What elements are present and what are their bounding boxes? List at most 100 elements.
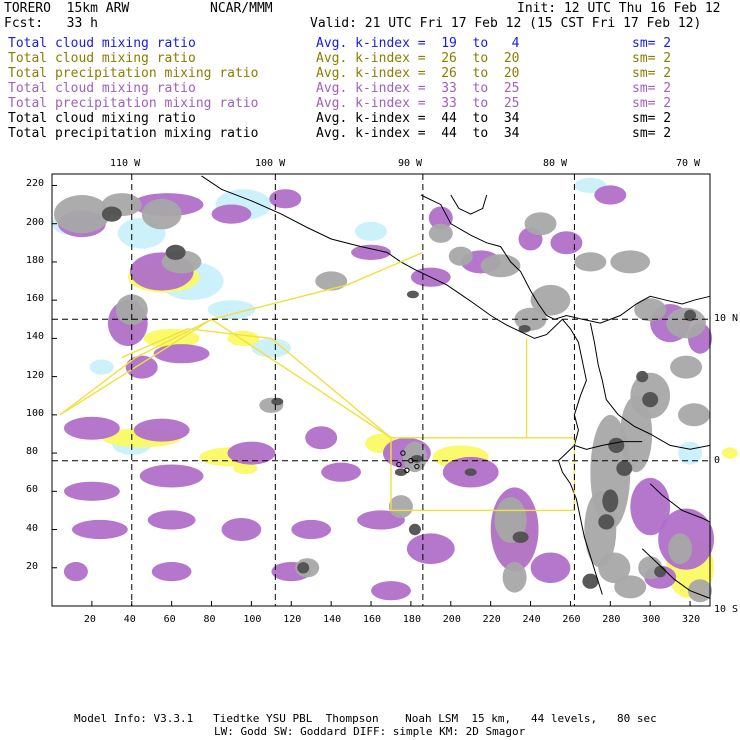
purple-field-cell xyxy=(64,416,120,440)
cyan-field-cell xyxy=(678,441,703,465)
dark-field-cell xyxy=(654,565,667,578)
purple-field-cell xyxy=(269,189,302,209)
latitude-label: 0 xyxy=(714,454,721,466)
longitude-label: 110 W xyxy=(110,158,141,169)
x-tick-label: 240 xyxy=(522,614,541,625)
gray-field-cell xyxy=(480,254,521,278)
legend-field: Total precipitation mixing ratio xyxy=(8,126,259,141)
legend-k-index: Avg. k-index = 33 to 25 xyxy=(316,81,520,96)
mixing-ratio-fields xyxy=(52,177,738,603)
x-tick-label: 140 xyxy=(323,614,342,625)
legend-k-index: Avg. k-index = 44 to 34 xyxy=(316,126,520,141)
gray-field-cell xyxy=(668,533,693,564)
gray-field-cell xyxy=(514,307,547,331)
gray-field-cell xyxy=(494,497,527,543)
legend-field: Total cloud mixing ratio xyxy=(8,81,196,96)
domain-boxes xyxy=(59,251,576,512)
legend-k-index: Avg. k-index = 26 to 20 xyxy=(316,66,520,81)
legend-smoothing: sm= 2 xyxy=(632,126,672,141)
latitude-label: 10 S xyxy=(714,604,739,615)
gray-field-cell xyxy=(670,355,703,379)
cyan-field-cell xyxy=(207,300,256,320)
x-tick-label: 220 xyxy=(482,614,501,625)
island xyxy=(400,450,406,456)
latitude-label: 10 N xyxy=(714,313,739,325)
legend-field: Total precipitation mixing ratio xyxy=(8,66,259,81)
y-tick-label: 140 xyxy=(26,331,45,343)
gray-field-cell xyxy=(574,252,607,272)
x-tick-label: 20 xyxy=(83,614,96,625)
dark-field-cell xyxy=(518,325,531,333)
dark-field-cell xyxy=(582,573,599,589)
purple-field-cell xyxy=(227,441,276,465)
y-tick-label: 80 xyxy=(26,446,39,458)
yellow-field-cell xyxy=(143,328,200,348)
dark-field-cell xyxy=(464,468,477,477)
legend-field: Total precipitation mixing ratio xyxy=(8,96,259,111)
gray-field-cell xyxy=(614,575,647,599)
forecast-hour: Fcst: 33 h xyxy=(4,16,98,31)
legend-field: Total cloud mixing ratio xyxy=(8,51,196,66)
longitude-label: 80 W xyxy=(543,158,568,169)
gray-field-cell xyxy=(502,562,527,593)
gray-field-cell xyxy=(448,246,473,266)
coastline xyxy=(649,483,711,523)
axis-ticks xyxy=(52,184,691,606)
gray-field-cell xyxy=(634,298,667,322)
purple-field-cell xyxy=(371,581,411,601)
purple-field-cell xyxy=(406,533,455,564)
purple-field-cell xyxy=(221,518,262,541)
purple-field-cell xyxy=(428,206,453,230)
gray-field-cell xyxy=(610,250,651,274)
x-tick-label: 320 xyxy=(682,614,701,625)
purple-field-cell xyxy=(153,344,210,364)
gray-field-cell xyxy=(315,271,348,291)
purple-field-cell xyxy=(211,204,252,224)
x-tick-label: 280 xyxy=(602,614,621,625)
map-frame xyxy=(51,173,711,607)
physics-info-line: LW: Godd SW: Goddard DIFF: simple KM: 2D… xyxy=(214,725,526,738)
purple-field-cell xyxy=(530,552,571,584)
island xyxy=(404,467,410,473)
legend-field: Total cloud mixing ratio xyxy=(8,111,196,126)
model-info-line: Model Info: V3.3.1 Tiedtke YSU PBL Thomp… xyxy=(74,712,657,725)
coastline xyxy=(201,175,563,339)
init-time: Init: 12 UTC Thu 16 Feb 12 xyxy=(517,1,721,16)
cyan-field-cell xyxy=(89,359,114,375)
dark-field-cell xyxy=(616,460,633,476)
x-tick-label: 200 xyxy=(442,614,461,625)
longitude-label: 100 W xyxy=(255,158,286,169)
dark-field-cell xyxy=(684,309,697,322)
purple-field-cell xyxy=(321,462,361,482)
purple-field-cell xyxy=(630,477,671,536)
y-tick-label: 180 xyxy=(26,254,45,266)
purple-field-cell xyxy=(305,426,338,450)
x-tick-label: 80 xyxy=(203,614,216,625)
legend-k-index: Avg. k-index = 26 to 20 xyxy=(316,51,520,66)
coastline xyxy=(574,441,643,450)
gray-field-cell xyxy=(688,579,712,603)
gray-field-cell xyxy=(54,195,110,234)
model-title: TORERO 15km ARW xyxy=(4,1,130,16)
legend-smoothing: sm= 2 xyxy=(632,111,672,126)
purple-field-cell xyxy=(139,464,204,488)
purple-field-cell xyxy=(291,519,332,540)
coastline xyxy=(557,318,603,595)
x-tick-label: 260 xyxy=(562,614,581,625)
dark-field-cell xyxy=(608,437,625,453)
dark-field-cell xyxy=(297,562,310,574)
coastline xyxy=(420,194,711,324)
dark-field-cell xyxy=(512,531,529,543)
gray-field-cell xyxy=(530,284,571,316)
x-tick-label: 300 xyxy=(642,614,661,625)
coastline xyxy=(589,322,711,450)
purple-field-cell xyxy=(594,185,627,205)
domain-outline xyxy=(59,251,424,416)
dark-field-cell xyxy=(165,244,186,260)
purple-field-cell xyxy=(125,355,158,379)
x-tick-label: 60 xyxy=(163,614,176,625)
dark-field-cell xyxy=(101,206,122,222)
purple-field-cell xyxy=(133,418,190,442)
domain-outline xyxy=(121,328,392,439)
